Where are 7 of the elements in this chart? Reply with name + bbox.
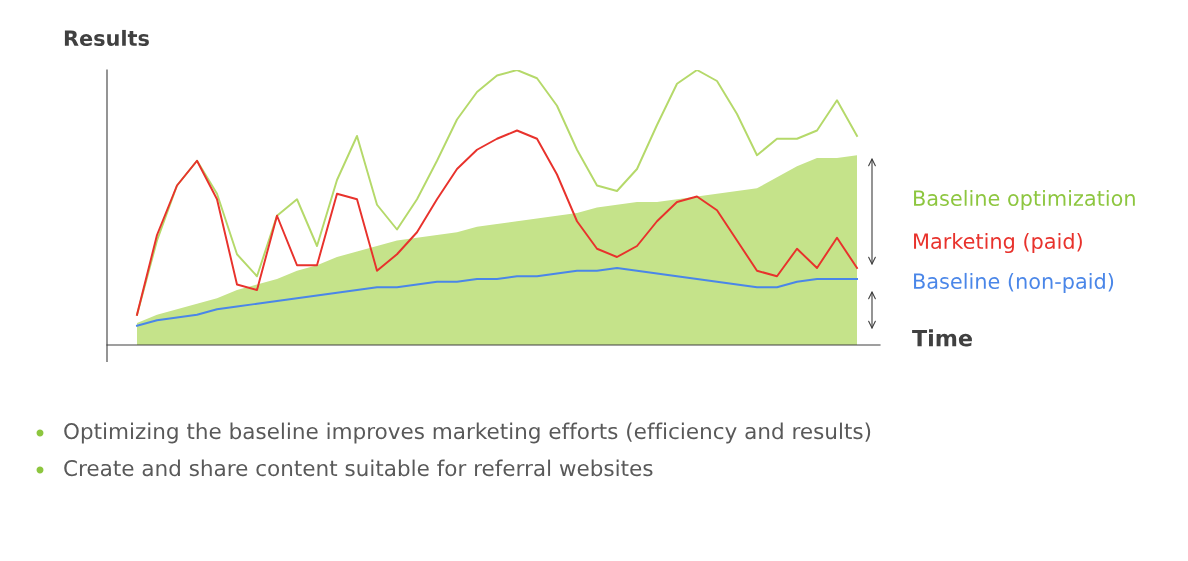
y-axis-title: Results	[64, 29, 149, 47]
text: Marketing (paid)	[914, 232, 1082, 254]
text: Create and share content suitable for referral websites	[64, 459, 653, 477]
x-axis-title: Time	[912, 329, 972, 347]
text: Optimizing the baseline improves marketing efforts (efficiency and results)	[64, 422, 871, 444]
text: Baseline (non-paid)	[914, 272, 1114, 294]
text: Baseline optimization	[914, 189, 1135, 211]
